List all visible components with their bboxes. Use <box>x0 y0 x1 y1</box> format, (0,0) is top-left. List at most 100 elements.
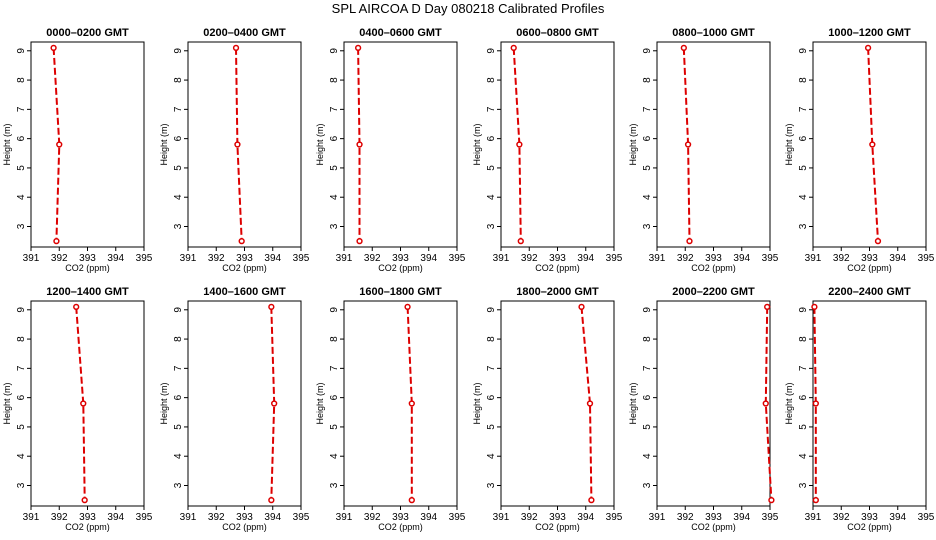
data-point <box>80 400 87 407</box>
x-axis-label: CO2 (ppm) <box>222 522 267 532</box>
x-tick-label: 392 <box>677 512 694 523</box>
y-tick-label: 4 <box>486 194 497 200</box>
data-point <box>404 303 411 311</box>
y-tick-label: 5 <box>173 424 184 430</box>
y-tick-label: 9 <box>329 307 340 313</box>
x-axis-label: CO2 (ppm) <box>65 522 110 532</box>
y-tick-label: 6 <box>642 135 653 141</box>
y-tick-label: 3 <box>329 482 340 488</box>
x-tick-label: 391 <box>805 512 822 523</box>
y-tick-label: 3 <box>16 223 27 229</box>
data-point <box>762 400 769 407</box>
data-point <box>680 44 687 52</box>
panel-title: 2200–2400 GMT <box>828 286 911 298</box>
data-point <box>238 237 245 245</box>
x-tick-label: 391 <box>336 512 353 523</box>
panel-12: 2200–2400 GMT 391 392 393 394 395 3 4 5 6 7 8 9 CO2 (… <box>784 286 935 532</box>
y-tick-label: 5 <box>173 165 184 171</box>
y-tick-label: 8 <box>642 336 653 342</box>
y-tick-label: 4 <box>16 194 27 200</box>
x-tick-label: 393 <box>236 512 253 523</box>
y-tick-label: 9 <box>16 48 27 54</box>
panel-7: 1200–1400 GMT 391 392 393 394 395 3 4 5 6 7 8 9 CO2 (… <box>2 286 153 532</box>
data-point <box>586 400 594 407</box>
x-tick-label: 391 <box>493 253 510 264</box>
y-tick-label: 8 <box>486 77 497 83</box>
y-tick-label: 7 <box>642 106 653 112</box>
data-point <box>588 496 595 504</box>
data-point <box>81 496 88 504</box>
y-tick-label: 5 <box>329 424 340 430</box>
x-tick-label: 393 <box>392 512 409 523</box>
y-tick-label: 7 <box>173 365 184 371</box>
x-tick-label: 393 <box>861 512 878 523</box>
y-tick-label: 6 <box>486 135 497 141</box>
y-tick-label: 8 <box>173 77 184 83</box>
y-tick-label: 4 <box>173 194 184 200</box>
panel-title: 0200–0400 GMT <box>203 27 286 39</box>
x-axis-label: CO2 (ppm) <box>65 263 110 273</box>
y-tick-label: 5 <box>486 165 497 171</box>
x-tick-label: 394 <box>264 512 281 523</box>
y-tick-label: 3 <box>16 482 27 488</box>
y-tick-label: 7 <box>798 106 809 112</box>
y-tick-label: 9 <box>486 307 497 313</box>
y-tick-label: 3 <box>486 482 497 488</box>
plot-frame <box>30 300 145 507</box>
data-point <box>686 237 693 245</box>
x-tick-label: 394 <box>107 253 124 264</box>
x-tick-label: 395 <box>918 253 935 264</box>
plot-frame <box>30 41 145 248</box>
y-tick-label: 5 <box>16 424 27 430</box>
y-axis-label: Height (m) <box>2 123 12 165</box>
y-tick-label: 6 <box>486 394 497 400</box>
y-tick-label: 4 <box>16 453 27 459</box>
x-tick-label: 392 <box>677 253 694 264</box>
data-point <box>234 141 241 148</box>
x-tick-label: 393 <box>79 253 96 264</box>
x-tick-label: 391 <box>23 253 40 264</box>
y-axis-label: Height (m) <box>472 382 482 424</box>
x-tick-label: 392 <box>833 253 850 264</box>
data-point <box>271 400 278 407</box>
y-tick-label: 6 <box>16 135 27 141</box>
panel-title: 2000–2200 GMT <box>672 286 755 298</box>
y-tick-label: 4 <box>642 194 653 200</box>
data-point <box>684 141 692 148</box>
y-tick-label: 3 <box>173 223 184 229</box>
y-tick-label: 3 <box>642 223 653 229</box>
panel-1: 0000–0200 GMT 391 392 393 394 395 3 4 5 6 7 8 9 CO2 (… <box>2 27 153 273</box>
y-tick-label: 8 <box>798 77 809 83</box>
y-tick-label: 4 <box>329 453 340 459</box>
x-tick-label: 391 <box>649 253 666 264</box>
panel-10: 1800–2000 GMT 391 392 393 394 395 3 4 5 6 7 8 9 CO2 (… <box>472 286 623 532</box>
y-axis-label: Height (m) <box>784 123 794 165</box>
y-tick-label: 8 <box>16 336 27 342</box>
plot-frame <box>656 41 771 248</box>
x-tick-label: 392 <box>521 253 538 264</box>
y-tick-label: 9 <box>173 48 184 54</box>
panel-2: 0200–0400 GMT 391 392 393 394 395 3 4 5 6 7 8 9 CO2 (… <box>159 27 310 273</box>
panel-title: 1800–2000 GMT <box>516 286 599 298</box>
x-tick-label: 394 <box>577 512 594 523</box>
y-tick-label: 5 <box>798 424 809 430</box>
x-axis-label: CO2 (ppm) <box>378 522 423 532</box>
data-point <box>510 44 517 52</box>
y-tick-label: 5 <box>486 424 497 430</box>
panel-title: 1200–1400 GMT <box>46 286 129 298</box>
data-point <box>268 496 275 504</box>
y-tick-label: 7 <box>486 365 497 371</box>
y-tick-label: 7 <box>486 106 497 112</box>
y-tick-label: 3 <box>329 223 340 229</box>
y-tick-label: 5 <box>798 165 809 171</box>
x-tick-label: 392 <box>364 512 381 523</box>
x-tick-label: 395 <box>449 253 466 264</box>
y-tick-label: 8 <box>173 336 184 342</box>
x-tick-label: 395 <box>136 253 153 264</box>
y-axis-label: Height (m) <box>784 382 794 424</box>
data-point <box>73 303 80 311</box>
x-tick-label: 392 <box>51 512 68 523</box>
panel-title: 0400–0600 GMT <box>359 27 442 39</box>
x-tick-label: 393 <box>861 253 878 264</box>
x-axis-label: CO2 (ppm) <box>847 263 892 273</box>
